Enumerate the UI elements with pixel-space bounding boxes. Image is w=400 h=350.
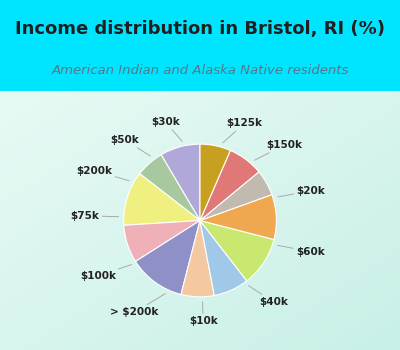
Text: $75k: $75k: [70, 211, 119, 221]
Wedge shape: [200, 195, 276, 239]
Text: $30k: $30k: [151, 117, 182, 141]
Text: $20k: $20k: [278, 186, 325, 197]
Wedge shape: [124, 174, 200, 225]
Wedge shape: [181, 220, 214, 297]
Wedge shape: [200, 220, 247, 295]
Text: $40k: $40k: [248, 286, 288, 307]
Text: $10k: $10k: [189, 302, 218, 326]
Wedge shape: [124, 220, 200, 261]
Wedge shape: [140, 155, 200, 220]
Text: $200k: $200k: [76, 166, 129, 181]
Wedge shape: [200, 172, 272, 220]
Wedge shape: [200, 150, 259, 220]
Text: $100k: $100k: [80, 265, 132, 281]
Wedge shape: [200, 144, 230, 220]
Text: $60k: $60k: [278, 245, 325, 257]
Text: American Indian and Alaska Native residents: American Indian and Alaska Native reside…: [51, 64, 349, 77]
Text: Income distribution in Bristol, RI (%): Income distribution in Bristol, RI (%): [15, 20, 385, 38]
Text: $50k: $50k: [111, 135, 150, 156]
Wedge shape: [161, 144, 200, 220]
Wedge shape: [136, 220, 200, 294]
Text: $150k: $150k: [254, 140, 303, 160]
Text: $125k: $125k: [223, 118, 262, 143]
Wedge shape: [200, 220, 274, 281]
Text: > $200k: > $200k: [110, 294, 165, 317]
